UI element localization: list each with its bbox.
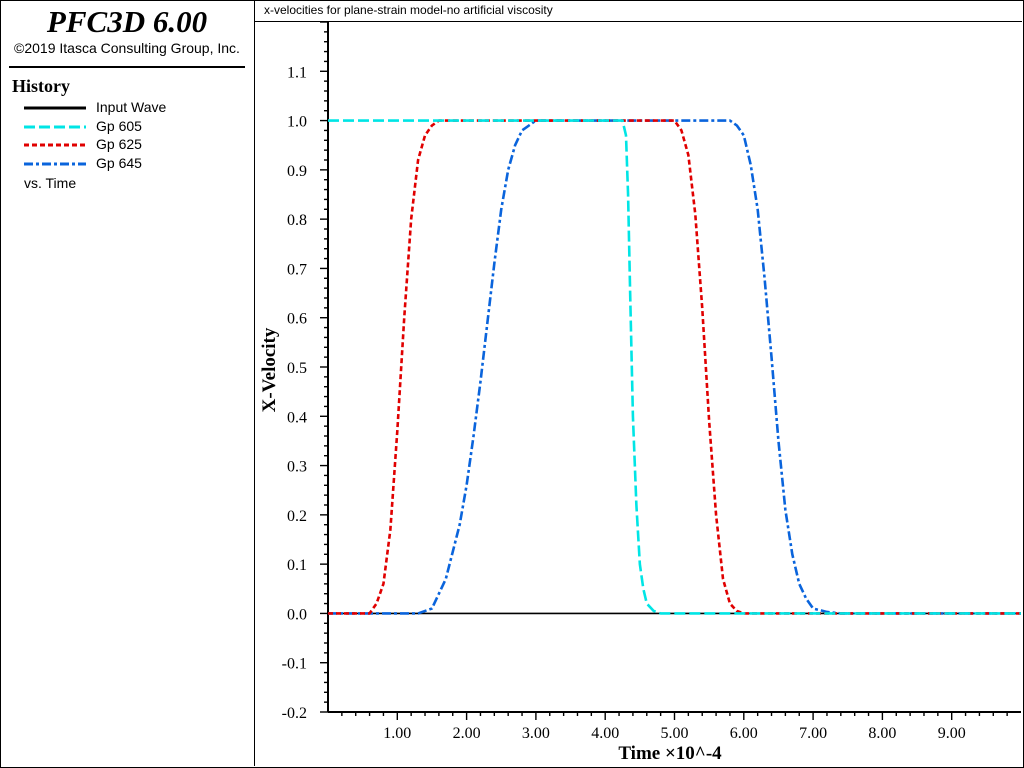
legend-swatch-gp-605 — [24, 125, 86, 129]
legend-heading: History — [12, 76, 70, 96]
x-tick-label: 4.00 — [591, 725, 619, 742]
legend-label: Input Wave — [96, 99, 167, 115]
series-line-gp-625 — [328, 119, 1021, 615]
series-line-gp-605 — [328, 119, 1021, 615]
chart-title: x-velocities for plane-strain model-no a… — [264, 3, 553, 17]
x-tick-label: 7.00 — [799, 725, 827, 742]
y-tick-label: 0.6 — [287, 311, 307, 328]
legend-swatch-input-wave — [24, 106, 86, 110]
x-tick-label: 1.00 — [383, 725, 411, 742]
y-tick-label: -0.1 — [282, 656, 307, 673]
legend-item-gp-605: Gp 605 — [0, 118, 254, 136]
y-tick-label: 0.1 — [287, 557, 307, 574]
x-tick-label: 9.00 — [938, 725, 966, 742]
divider — [9, 66, 245, 68]
legend-item-gp-625: Gp 625 — [0, 136, 254, 154]
legend-item-input-wave: Input Wave — [0, 99, 254, 117]
y-tick-label: 0.8 — [287, 212, 307, 229]
copyright-text: ©2019 Itasca Consulting Group, Inc. — [14, 40, 240, 56]
y-tick-label: 0.4 — [287, 409, 307, 426]
chart-title-bar: x-velocities for plane-strain model-no a… — [255, 0, 1022, 22]
series-line-gp-645 — [328, 119, 1021, 615]
x-tick-label: 3.00 — [522, 725, 550, 742]
legend-swatch-gp-625 — [24, 143, 86, 147]
y-tick-label: 0.0 — [287, 606, 307, 623]
x-tick-label: 5.00 — [661, 725, 689, 742]
series-layer — [328, 119, 1021, 615]
x-tick-label: 2.00 — [453, 725, 481, 742]
y-tick-label: 0.7 — [287, 261, 307, 278]
y-tick-label: 0.3 — [287, 459, 307, 476]
legend-label: Gp 605 — [96, 118, 142, 134]
y-tick-label: -0.2 — [282, 705, 307, 722]
x-tick-label: 6.00 — [730, 725, 758, 742]
x-axis-label: Time ×10^-4 — [618, 743, 722, 764]
y-tick-label: 1.0 — [287, 114, 307, 131]
legend-panel: PFC3D 6.00 ©2019 Itasca Consulting Group… — [0, 0, 255, 766]
legend-label: Gp 625 — [96, 136, 142, 152]
y-tick-label: 0.2 — [287, 508, 307, 525]
x-tick-label: 8.00 — [868, 725, 896, 742]
y-tick-label: 0.5 — [287, 360, 307, 377]
legend-swatch-gp-645 — [24, 162, 86, 166]
y-tick-label: 1.1 — [287, 64, 307, 81]
legend-footer: vs. Time — [24, 175, 77, 191]
legend-item-gp-645: Gp 645 — [0, 155, 254, 173]
app-title: PFC3D 6.00 — [46, 4, 208, 39]
y-tick-label: 0.9 — [287, 163, 307, 180]
legend-label: Gp 645 — [96, 155, 142, 171]
axes-layer: 1.00 2.00 3.00 4.00 5.00 6.00 7.00 8.00 9.00 -0.2… — [282, 21, 1021, 742]
y-axis-label: X-Velocity — [259, 327, 280, 412]
